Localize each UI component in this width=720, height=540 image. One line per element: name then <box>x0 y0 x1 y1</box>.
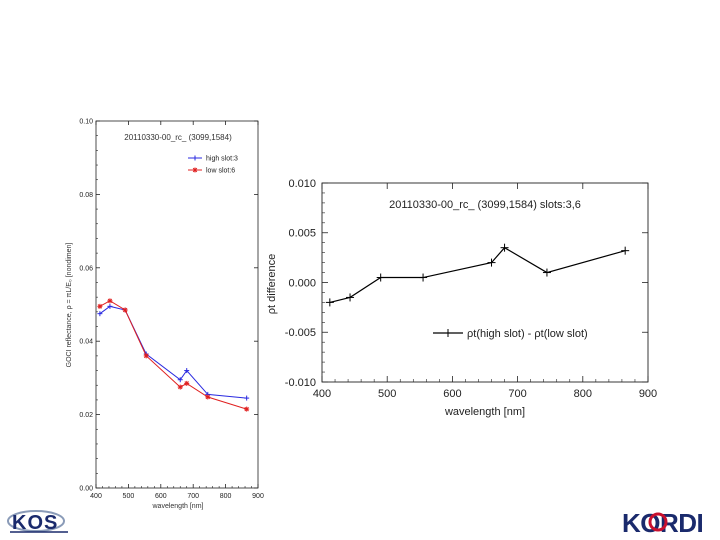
series-1-point <box>205 394 211 400</box>
chart-difference-y-label: ρt difference <box>266 254 278 314</box>
x-tick-label: 500 <box>123 493 135 500</box>
series-1-point-d2 <box>244 406 249 412</box>
series-1-point-d2 <box>205 394 211 400</box>
y-tick-label: 0.06 <box>79 265 93 272</box>
chart-reflectance-series <box>97 298 250 412</box>
y-tick-label: -0.010 <box>285 377 316 389</box>
series-1-point-d2 <box>184 381 189 386</box>
chart-difference-frame <box>321 182 649 383</box>
series-0-point <box>184 368 190 374</box>
series-0-point <box>376 273 385 282</box>
kos-logo-text: KOS <box>12 512 58 534</box>
chart-reflectance-x-label: wavelength [nm] <box>152 503 204 510</box>
x-tick-label: 400 <box>90 493 102 500</box>
y-tick-label: -0.005 <box>285 327 316 339</box>
kos-logo-swoosh <box>7 510 65 532</box>
series-1-point <box>143 353 149 359</box>
chart-reflectance-y-label: GOCI reflectance, ρ = πL/E₀ [nondimen] <box>66 243 73 368</box>
series-line-0 <box>99 305 247 399</box>
chart-difference-title: 20110330-00_rc_ (3099,1584) slots:3,6 <box>389 199 581 211</box>
series-0-point <box>325 298 334 307</box>
x-tick-label: 700 <box>508 388 526 400</box>
series-0-point <box>244 395 250 401</box>
legend-marker-d2 <box>192 167 198 173</box>
y-tick-label: 0.010 <box>288 178 316 190</box>
series-1-point <box>107 298 113 304</box>
series-1-point <box>97 303 103 309</box>
chart-reflectance-ticks: 400 500 600 700 800 900 0.00 0.02 0.04 0.06 0.08 0.… <box>79 118 264 500</box>
x-tick-label: 600 <box>443 388 461 400</box>
chart-difference-legend: ρt(high slot) - ρt(low slot) <box>433 328 588 340</box>
chart-reflectance-frame <box>95 120 259 489</box>
series-0-point <box>500 243 509 252</box>
y-tick-label: 0.00 <box>79 485 93 492</box>
series-1-point-d2 <box>107 298 113 304</box>
y-tick-label: 0.02 <box>79 412 93 419</box>
x-tick-label: 800 <box>574 388 592 400</box>
kos-logo: KOS <box>7 510 68 534</box>
kordi-logo: KORDI <box>622 508 704 538</box>
chart-reflectance-legend: high slot:3 low slot:6 <box>188 155 238 174</box>
x-tick-label: 600 <box>155 493 167 500</box>
x-tick-label: 400 <box>313 388 331 400</box>
series-1-point <box>122 307 128 313</box>
series-line-1 <box>99 300 247 410</box>
y-tick-label: 0.04 <box>79 339 93 346</box>
x-tick-label: 700 <box>187 493 199 500</box>
chart-difference-series <box>325 243 630 307</box>
series-0-point <box>346 293 355 302</box>
series-0-point <box>542 268 551 277</box>
legend-label: low slot:6 <box>206 167 235 174</box>
y-tick-label: 0.005 <box>288 228 316 240</box>
series-1-point <box>177 384 183 390</box>
chart-reflectance: 20110330-00_rc_ (3099,1584) wavelength [… <box>66 118 264 510</box>
legend-marker <box>192 167 198 173</box>
series-0-point <box>177 377 183 383</box>
legend-marker <box>192 155 198 161</box>
chart-reflectance-title: 20110330-00_rc_ (3099,1584) <box>124 133 232 142</box>
chart-difference-ticks: 400 500 600 700 800 900 -0.010 -0.005 0.000 0.005… <box>285 178 657 400</box>
series-line-0 <box>329 246 626 303</box>
legend-label: high slot:3 <box>206 155 238 162</box>
legend-label: ρt(high slot) - ρt(low slot) <box>467 328 588 340</box>
x-tick-label: 800 <box>220 493 232 500</box>
series-1-point-d2 <box>122 307 128 313</box>
y-tick-label: 0.08 <box>79 192 93 199</box>
series-1-point-d2 <box>178 384 183 390</box>
series-1-point-d2 <box>143 353 149 359</box>
x-tick-label: 900 <box>639 388 657 400</box>
y-tick-label: 0.10 <box>79 118 93 125</box>
y-tick-label: 0.000 <box>288 277 316 289</box>
series-0-point <box>621 246 630 255</box>
x-tick-label: 900 <box>252 493 264 500</box>
chart-difference-x-label: wavelength [nm] <box>444 406 525 418</box>
x-tick-label: 500 <box>378 388 396 400</box>
series-0-point <box>107 303 113 309</box>
chart-difference: 20110330-00_rc_ (3099,1584) slots:3,6 wa… <box>266 178 657 418</box>
legend-marker <box>444 329 452 337</box>
series-0-point <box>487 258 496 267</box>
series-1-point-d2 <box>97 304 103 309</box>
series-0-point <box>97 311 103 317</box>
series-0-point <box>419 273 428 282</box>
series-1-point <box>244 406 250 412</box>
kordi-logo-emblem <box>648 512 668 532</box>
kordi-logo-text: KORDI <box>622 508 703 538</box>
series-1-point <box>184 380 190 386</box>
